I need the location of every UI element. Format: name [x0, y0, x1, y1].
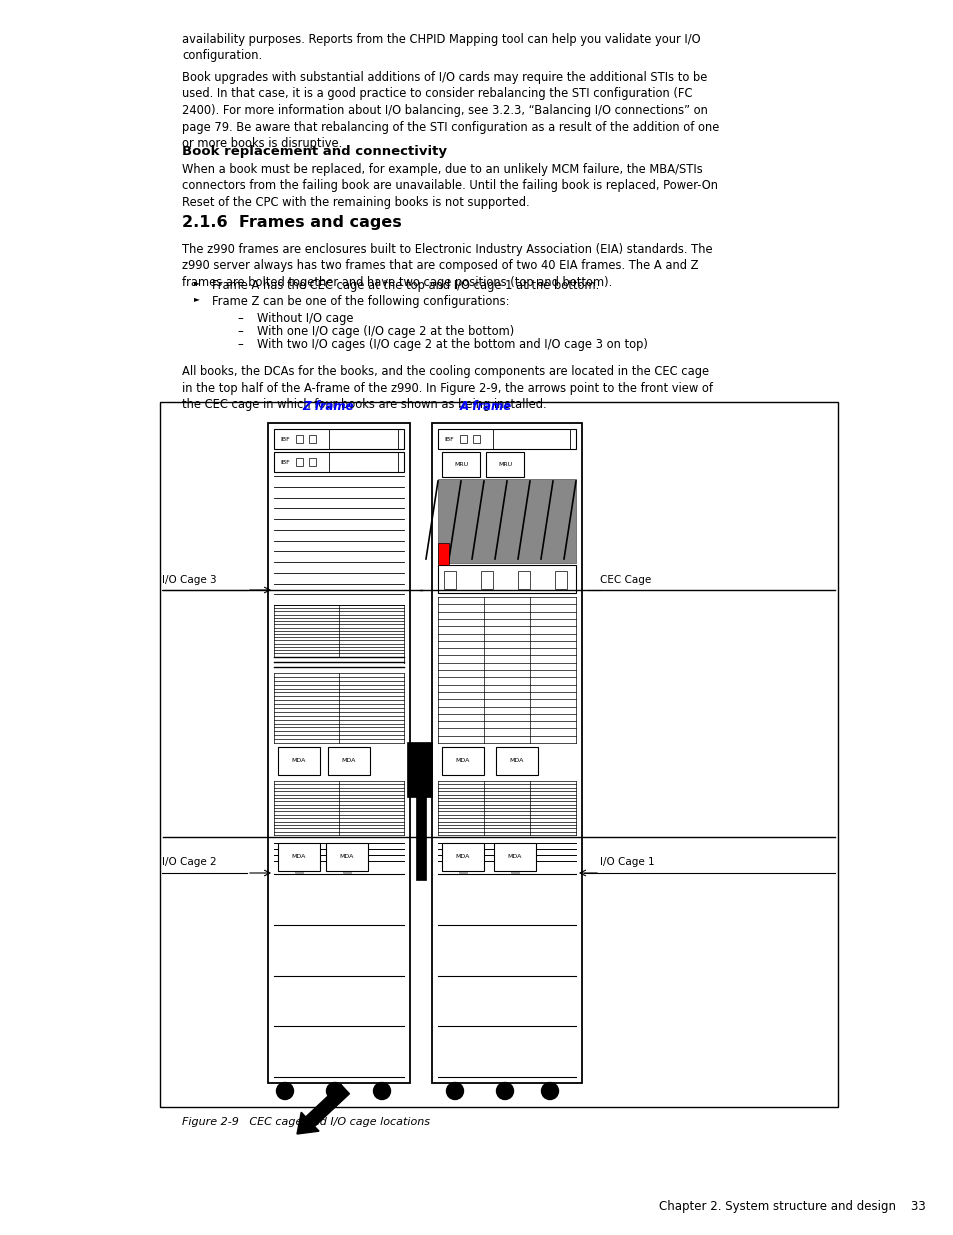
Bar: [277, 747, 319, 776]
Bar: [268, 424, 410, 1083]
Text: IBF: IBF: [280, 459, 290, 464]
Text: I/O Cage 2: I/O Cage 2: [162, 857, 216, 867]
Text: –: –: [236, 325, 242, 338]
Text: With two I/O cages (I/O cage 2 at the bottom and I/O cage 3 on top): With two I/O cages (I/O cage 2 at the bo…: [256, 338, 647, 351]
Text: MRU: MRU: [454, 462, 468, 467]
Text: MRU: MRU: [497, 462, 512, 467]
Text: MDA: MDA: [507, 855, 521, 860]
Bar: [343, 853, 351, 873]
FancyArrow shape: [296, 1084, 349, 1134]
Text: –: –: [236, 312, 242, 325]
Bar: [459, 435, 467, 443]
Circle shape: [276, 1083, 294, 1099]
Text: Z frame: Z frame: [302, 400, 354, 412]
Text: MDA: MDA: [456, 855, 470, 860]
Text: Without I/O cage: Without I/O cage: [256, 312, 354, 325]
Bar: [437, 564, 576, 593]
Bar: [432, 424, 581, 1083]
Text: A frame: A frame: [459, 400, 512, 412]
Text: MDA: MDA: [292, 758, 306, 763]
Text: MDA: MDA: [509, 758, 523, 763]
Bar: [437, 429, 576, 450]
Bar: [328, 747, 370, 776]
Bar: [277, 844, 319, 871]
Bar: [437, 543, 449, 564]
Bar: [494, 844, 536, 871]
Bar: [309, 435, 315, 443]
Bar: [294, 853, 303, 873]
Circle shape: [374, 1083, 390, 1099]
Text: IBF: IBF: [280, 436, 290, 441]
Circle shape: [496, 1083, 513, 1099]
Bar: [443, 571, 456, 589]
Bar: [517, 571, 530, 589]
Text: MDA: MDA: [339, 855, 354, 860]
Bar: [437, 479, 576, 563]
Bar: [485, 452, 523, 477]
Text: Figure 2-9   CEC cage and I/O cage locations: Figure 2-9 CEC cage and I/O cage locatio…: [182, 1116, 430, 1128]
Circle shape: [446, 1083, 463, 1099]
Text: With one I/O cage (I/O cage 2 at the bottom): With one I/O cage (I/O cage 2 at the bot…: [256, 325, 514, 338]
Text: The z990 frames are enclosures built to Electronic Industry Association (EIA) st: The z990 frames are enclosures built to …: [182, 243, 712, 289]
Bar: [511, 853, 518, 873]
Text: I/O Cage 3: I/O Cage 3: [162, 576, 216, 585]
Bar: [473, 435, 479, 443]
Text: –: –: [236, 338, 242, 351]
Text: When a book must be replaced, for example, due to an unlikely MCM failure, the M: When a book must be replaced, for exampl…: [182, 163, 718, 209]
Text: IBF: IBF: [443, 436, 454, 441]
Bar: [458, 853, 467, 873]
Bar: [326, 844, 368, 871]
Bar: [160, 403, 837, 1107]
Text: ►: ►: [193, 294, 200, 304]
Circle shape: [326, 1083, 343, 1099]
Bar: [309, 458, 315, 466]
Bar: [274, 429, 403, 450]
Text: All books, the DCAs for the books, and the cooling components are located in the: All books, the DCAs for the books, and t…: [182, 366, 712, 411]
Text: MDA: MDA: [456, 758, 470, 763]
Circle shape: [541, 1083, 558, 1099]
Bar: [274, 452, 403, 472]
Bar: [496, 747, 537, 776]
Text: Book replacement and connectivity: Book replacement and connectivity: [182, 144, 447, 158]
Bar: [416, 755, 426, 881]
Bar: [555, 571, 566, 589]
Text: I/O Cage 1: I/O Cage 1: [599, 857, 654, 867]
Text: MDA: MDA: [341, 758, 355, 763]
Text: CEC Cage: CEC Cage: [599, 576, 651, 585]
Bar: [274, 657, 403, 667]
Bar: [441, 747, 483, 776]
Text: availability purposes. Reports from the CHPID Mapping tool can help you validate: availability purposes. Reports from the …: [182, 33, 700, 63]
Text: 2.1.6  Frames and cages: 2.1.6 Frames and cages: [182, 215, 401, 230]
Bar: [407, 742, 432, 797]
Bar: [295, 458, 303, 466]
Text: Chapter 2. System structure and design    33: Chapter 2. System structure and design 3…: [659, 1200, 925, 1213]
Bar: [441, 452, 479, 477]
Bar: [295, 435, 303, 443]
Bar: [480, 571, 493, 589]
Text: MDA: MDA: [292, 855, 306, 860]
Bar: [441, 844, 483, 871]
Text: ►: ►: [193, 279, 200, 288]
Text: Frame A has the CEC cage at the top and I/O cage 1 at the bottom.: Frame A has the CEC cage at the top and …: [212, 279, 598, 291]
Text: Frame Z can be one of the following configurations:: Frame Z can be one of the following conf…: [212, 295, 509, 308]
Text: Book upgrades with substantial additions of I/O cards may require the additional: Book upgrades with substantial additions…: [182, 70, 719, 149]
